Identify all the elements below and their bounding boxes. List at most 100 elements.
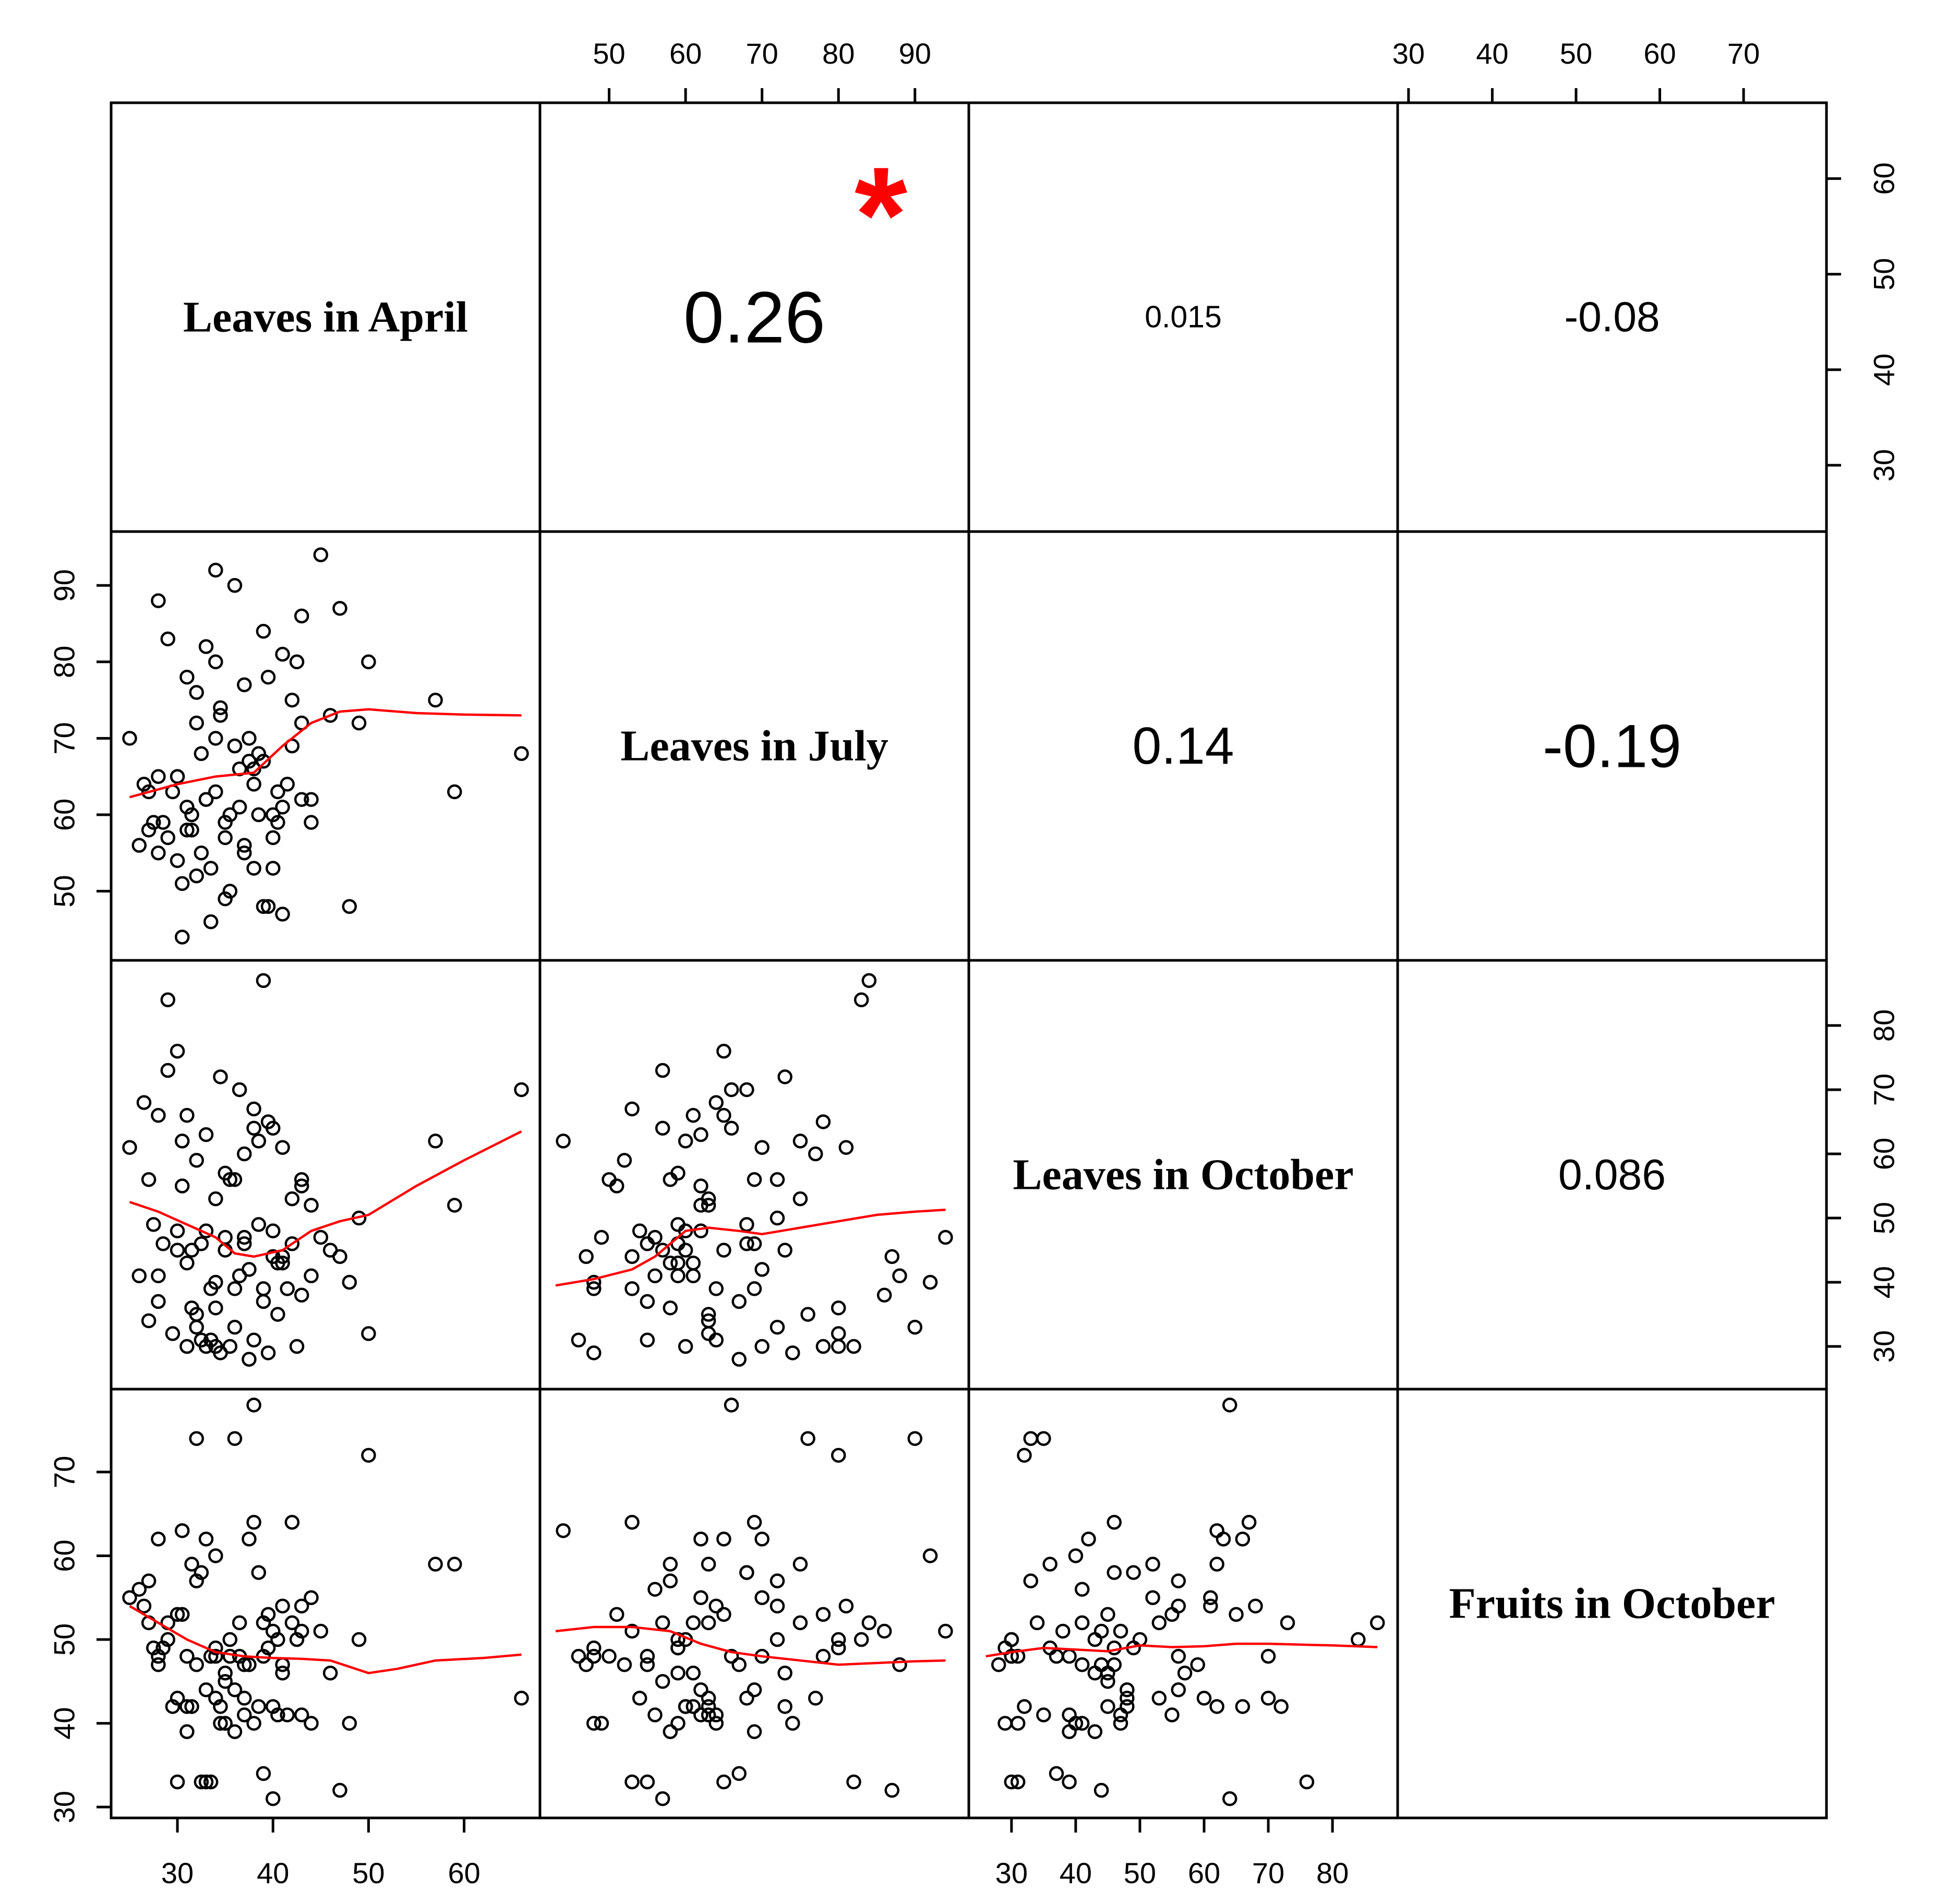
data-point	[1260, 1691, 1276, 1706]
data-point	[770, 1172, 785, 1187]
x-axis-bottom-leaves-in-april: 30 40 50 60	[161, 1816, 480, 1889]
data-point	[1074, 1657, 1090, 1672]
data-point	[1074, 1615, 1090, 1631]
data-point	[251, 1134, 267, 1149]
data-point	[351, 1632, 367, 1647]
data-point	[222, 1339, 238, 1354]
data-point	[770, 1632, 785, 1647]
data-point	[792, 1134, 808, 1149]
data-point	[246, 1515, 261, 1530]
data-point	[1299, 1774, 1315, 1790]
data-point	[678, 1339, 693, 1354]
data-point	[246, 777, 261, 792]
data-point	[256, 1766, 271, 1781]
data-point	[716, 1607, 731, 1622]
data-point	[208, 1274, 223, 1290]
scatter-panel-r4c3	[991, 1397, 1385, 1806]
data-point	[1093, 1623, 1109, 1639]
data-point	[1068, 1548, 1084, 1563]
data-point	[294, 792, 309, 807]
data-point	[189, 1320, 204, 1335]
data-point	[304, 815, 319, 830]
panel-border-r2c1	[110, 530, 542, 962]
data-point	[754, 1262, 770, 1277]
data-point	[146, 1217, 161, 1232]
data-point	[602, 1172, 617, 1187]
x-tick-label: 80	[822, 37, 855, 70]
data-point	[663, 1255, 678, 1271]
data-point	[260, 1345, 276, 1360]
data-point	[270, 1707, 285, 1722]
data-point	[246, 1397, 261, 1413]
data-point	[808, 1146, 823, 1162]
data-point	[1107, 1657, 1122, 1672]
data-point	[266, 1120, 281, 1136]
data-point	[151, 769, 166, 784]
data-point	[693, 1590, 708, 1606]
data-point	[800, 1307, 815, 1322]
data-point	[304, 1198, 319, 1213]
y-tick-label: 60	[48, 1539, 81, 1572]
data-point	[208, 562, 223, 578]
data-point	[861, 973, 877, 989]
data-point	[815, 1648, 831, 1664]
data-point	[213, 708, 228, 723]
y-tick-label: 60	[1868, 162, 1901, 195]
data-point	[701, 1707, 716, 1722]
data-point	[203, 914, 219, 930]
x-tick-label: 60	[1643, 37, 1676, 70]
panel-contents: Leaves in April Leaves in July Leaves in O…	[122, 139, 1775, 1806]
data-point	[739, 1236, 754, 1251]
data-point	[237, 1230, 252, 1245]
data-point	[1017, 1448, 1032, 1463]
y-tick-label: 40	[48, 1707, 81, 1739]
data-point	[294, 1598, 309, 1614]
data-point	[693, 1127, 708, 1142]
data-point	[155, 1236, 171, 1251]
data-point	[1062, 1648, 1077, 1664]
data-point	[708, 1281, 724, 1296]
data-point	[218, 1716, 233, 1731]
data-point	[242, 731, 257, 746]
data-point	[640, 1774, 655, 1790]
data-point	[174, 930, 190, 945]
data-point	[678, 1699, 693, 1714]
data-point	[218, 1666, 233, 1681]
data-point	[160, 830, 175, 846]
data-point	[594, 1230, 609, 1245]
data-point	[246, 1332, 261, 1348]
data-point	[275, 1666, 290, 1681]
data-point	[184, 822, 199, 838]
data-point	[141, 1313, 157, 1329]
data-point	[179, 1648, 195, 1664]
data-point	[808, 1691, 823, 1706]
data-point	[708, 1598, 724, 1614]
data-point	[189, 1657, 204, 1672]
data-point	[1196, 1691, 1212, 1706]
x-tick-label: 40	[257, 1857, 289, 1889]
data-point	[701, 1307, 716, 1322]
data-point	[754, 1532, 770, 1547]
data-point	[246, 1716, 261, 1731]
correlation-value-r3c4: 0.086	[1558, 1151, 1666, 1199]
x-axis-top-fruits-in-october: 30 40 50 60 70	[1392, 37, 1760, 104]
data-point	[1010, 1716, 1026, 1731]
data-point	[189, 685, 204, 700]
data-point	[170, 1607, 185, 1622]
scatter-panel-r3c1	[122, 973, 529, 1367]
data-point	[739, 1217, 754, 1232]
data-point	[428, 692, 443, 708]
data-point	[151, 1657, 166, 1672]
data-point	[332, 1782, 347, 1798]
data-point	[724, 1648, 739, 1664]
data-point	[586, 1640, 602, 1656]
data-point	[1369, 1615, 1385, 1631]
data-point	[260, 1640, 276, 1656]
data-point	[739, 1691, 754, 1706]
data-point	[237, 1707, 252, 1722]
data-point	[1004, 1632, 1019, 1647]
scatter-panel-r3c2	[556, 973, 953, 1367]
data-point	[189, 1153, 204, 1168]
data-point	[160, 1632, 175, 1647]
data-point	[1171, 1573, 1186, 1588]
